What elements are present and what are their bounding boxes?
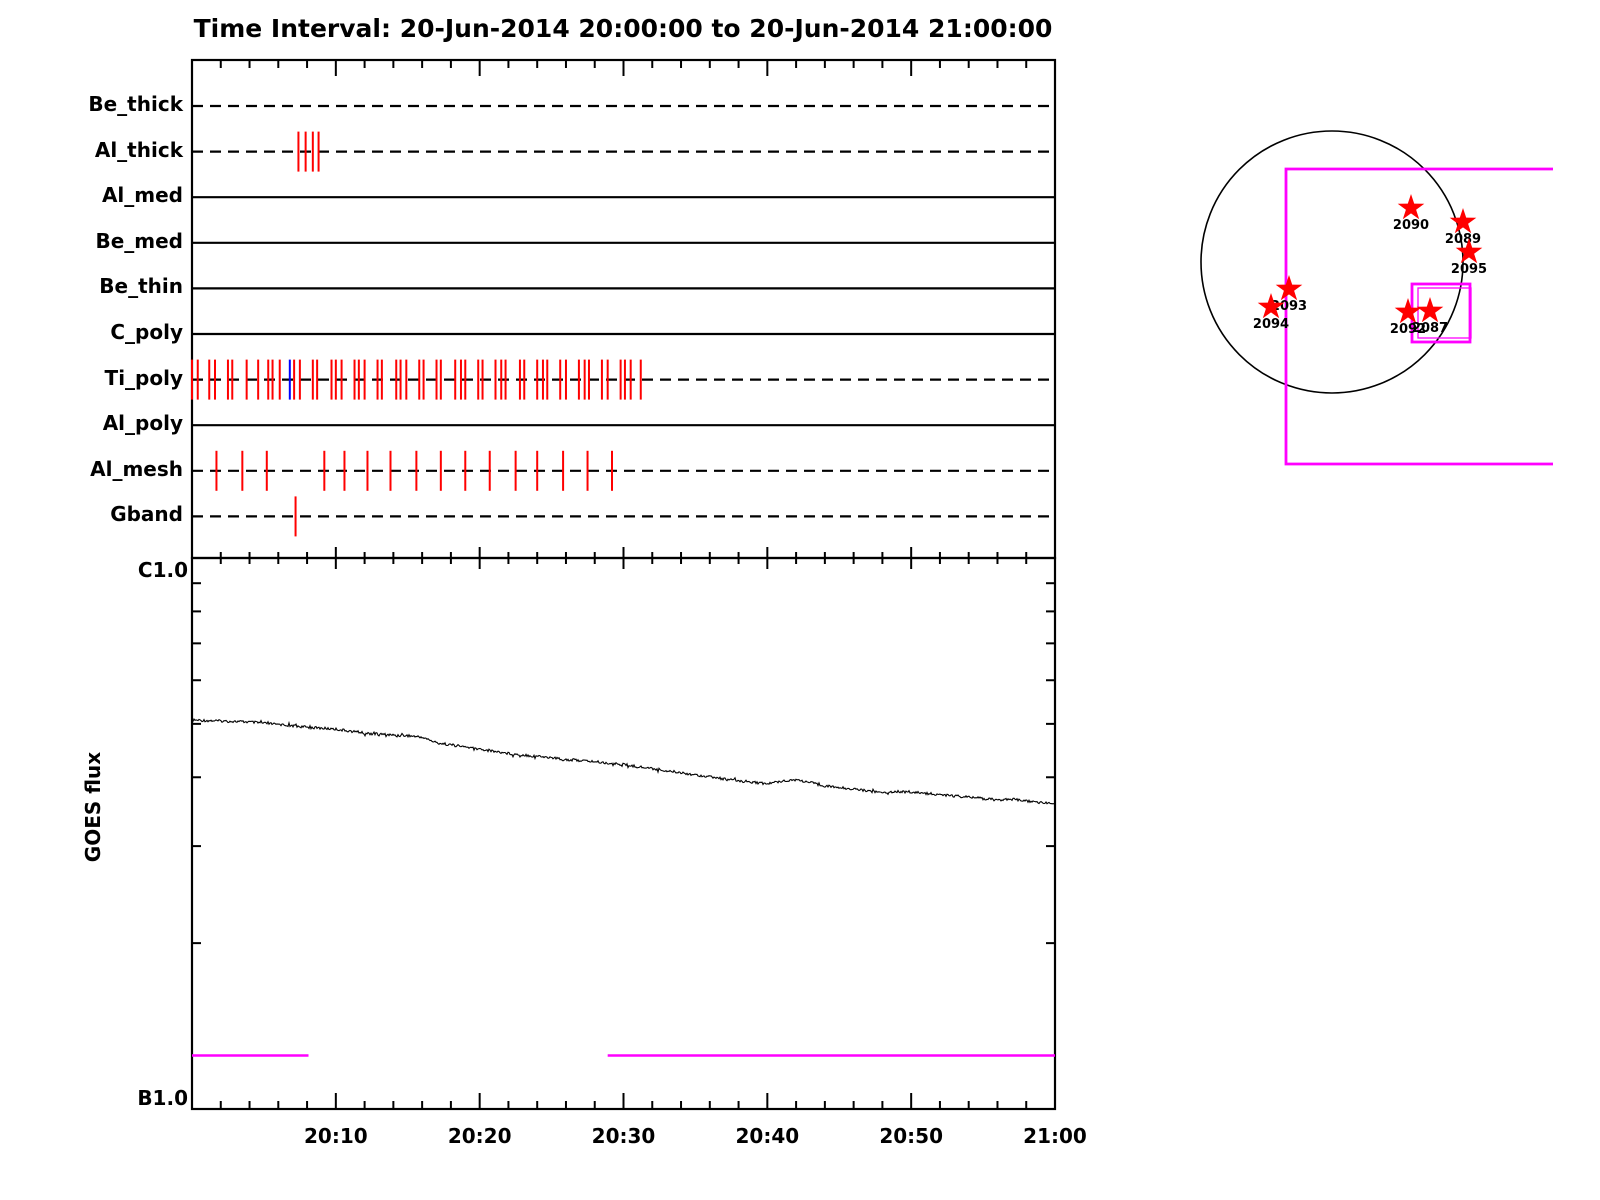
active-region-label: 2095 <box>1451 262 1487 277</box>
filter-label-al_med: Al_med <box>101 183 183 208</box>
fov-rect-large <box>1284 167 1553 466</box>
goes-frame <box>190 556 1057 1111</box>
active-region-label: 2092 <box>1390 322 1426 337</box>
active-region-label: 2087 <box>1412 321 1448 336</box>
goes-flux-curve <box>191 717 1055 805</box>
time-axis-label: 20:50 <box>879 1124 943 1148</box>
time-axis-label: 20:30 <box>591 1124 656 1148</box>
time-axis-label: 21:00 <box>1023 1124 1087 1148</box>
timeline-panel <box>190 58 1057 560</box>
goes-panel <box>190 547 1057 1111</box>
active-region-star <box>1394 298 1422 324</box>
active-region-label: 2094 <box>1253 317 1289 332</box>
goes-ymax-label: C1.0 <box>137 558 188 582</box>
filter-label-al_thick: Al_thick <box>94 137 183 162</box>
active-region-label: 2089 <box>1445 232 1481 247</box>
time-axis-label: 20:40 <box>735 1124 800 1148</box>
active-region-star <box>1455 238 1483 264</box>
time-axis-label: 20:10 <box>303 1124 368 1148</box>
filter-label-ti_poly: Ti_poly <box>104 365 183 390</box>
goes-ymin-label: B1.0 <box>137 1086 188 1110</box>
filter-label-gband: Gband <box>110 502 183 527</box>
filter-label-al_poly: Al_poly <box>102 411 183 436</box>
time-axis-label: 20:20 <box>447 1124 512 1148</box>
filter-label-c_poly: C_poly <box>110 320 183 344</box>
filter-label-al_mesh: Al_mesh <box>90 456 183 481</box>
active-region-star <box>1397 194 1425 220</box>
chart-title: Time Interval: 20-Jun-2014 20:00:00 to 2… <box>193 14 1053 43</box>
active-region-label: 2090 <box>1393 218 1429 233</box>
goes-axis-title: GOES flux <box>81 751 105 863</box>
active-region-star <box>1275 275 1303 301</box>
filter-label-be_med: Be_med <box>95 228 183 253</box>
active-region-star <box>1449 208 1477 234</box>
solar-limb <box>1200 130 1464 394</box>
active-region-star <box>1257 293 1285 319</box>
filter-label-be_thin: Be_thin <box>99 274 183 299</box>
timeline-frame <box>190 58 1057 560</box>
active-region-star <box>1416 297 1444 323</box>
filter-label-be_thick: Be_thick <box>88 92 183 116</box>
fov-rect-small-inner <box>1417 287 1472 339</box>
